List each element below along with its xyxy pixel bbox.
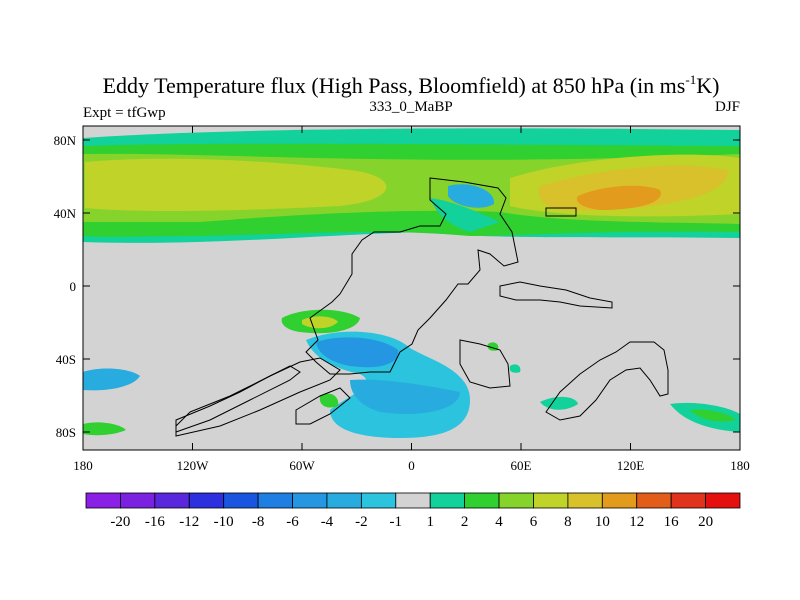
- experiment-label: Expt = tfGwp: [83, 105, 166, 121]
- colorbar-swatch: [429, 492, 466, 509]
- map-title: Eddy Temperature flux (High Pass, Bloomf…: [103, 72, 720, 98]
- lat-tick-label: 80S: [56, 425, 76, 440]
- colorbar-label: -16: [145, 514, 165, 530]
- south-west-green: [83, 422, 126, 436]
- colorbar-swatch: [636, 492, 672, 509]
- south-atlantic-band: [350, 379, 460, 414]
- asia-core: [576, 185, 661, 210]
- lat-tick-label: 0: [70, 279, 77, 294]
- colorbar-label: -4: [321, 514, 334, 530]
- colorbar-label: -12: [179, 514, 199, 530]
- latitude-axis: 80N 40N 0 40S 80S: [54, 133, 740, 440]
- coast-antarctic-2: [175, 357, 341, 437]
- colorbar-label: 4: [495, 514, 503, 530]
- season-label: DJF: [715, 99, 740, 115]
- coastlines: [175, 177, 669, 437]
- colorbar-label: 20: [698, 514, 713, 530]
- lon-tick-label: 120E: [617, 458, 645, 473]
- colorbar-swatch: [395, 492, 431, 509]
- coast-africa: [499, 281, 613, 309]
- colorbar-label: -8: [252, 514, 265, 530]
- pacific-west-blue: [83, 368, 140, 391]
- coast-antarctic-1: [175, 365, 301, 433]
- colorbar-label: -6: [286, 514, 299, 530]
- colorbar-swatch: [257, 492, 293, 509]
- colorbar-swatch: [601, 492, 638, 509]
- colorbar-label: 10: [595, 514, 610, 530]
- colorbar-swatch: [326, 492, 362, 509]
- colorbar-swatch: [154, 492, 190, 509]
- colorbar-swatch: [498, 492, 534, 509]
- colorbar-swatch: [360, 492, 397, 509]
- tiny-patch-2: [509, 364, 521, 373]
- coast-australia: [459, 339, 511, 389]
- south-small-green: [319, 393, 339, 408]
- colorbar-swatch: [533, 492, 569, 509]
- lat-tick-label: 40N: [54, 206, 77, 221]
- colorbar-label: -20: [110, 514, 130, 530]
- lat-tick-label: 80N: [54, 133, 77, 148]
- south-atlantic-deep: [316, 337, 399, 368]
- colorbar-swatch: [120, 492, 156, 509]
- colorbar-swatch: [188, 492, 225, 509]
- colorbar-label: -1: [390, 514, 403, 530]
- lon-tick-label: 60W: [289, 458, 315, 473]
- coast-south-america: [545, 341, 669, 421]
- pacific-east-core: [690, 409, 736, 422]
- colorbar-swatch: [670, 492, 706, 509]
- colorbar-label: 2: [461, 514, 469, 530]
- coast-north-fragment: [545, 207, 577, 217]
- mediterranean-cyan: [448, 184, 495, 208]
- mediterranean-green: [430, 198, 500, 232]
- lon-tick-label: 180: [73, 458, 93, 473]
- lon-tick-label: 120W: [177, 458, 210, 473]
- colorbar-swatch: [705, 492, 741, 509]
- time-label: 333_0_MaBP: [369, 99, 452, 115]
- colorbar-label: -2: [355, 514, 368, 530]
- colorbar-label: 6: [530, 514, 538, 530]
- longitude-axis: 180 120W 60W 0 60E 120E 180: [73, 126, 750, 473]
- lon-tick-label: 180: [730, 458, 750, 473]
- colorbar-label: 12: [629, 514, 644, 530]
- colorbar-label: 16: [664, 514, 680, 530]
- colorbar-swatch: [464, 492, 500, 509]
- lon-tick-label: 60E: [511, 458, 532, 473]
- atlantic-yellow: [85, 158, 387, 212]
- lat-tick-label: 40S: [56, 352, 76, 367]
- flux-field: [83, 126, 740, 450]
- colorbar-swatch: [223, 492, 259, 509]
- coast-americas: [305, 177, 519, 375]
- coast-antarctic-3: [295, 387, 351, 425]
- lon-tick-label: 0: [408, 458, 415, 473]
- colorbar: -20 -16 -12 -10 -8 -6 -4 -2 -1 1 2 4 6 8 10 12 16 20: [85, 492, 741, 530]
- colorbar-label: 1: [426, 514, 434, 530]
- colorbar-swatch: [292, 492, 328, 509]
- colorbar-swatch: [567, 492, 603, 509]
- colorbar-label: -10: [214, 514, 234, 530]
- colorbar-label: 8: [564, 514, 572, 530]
- colorbar-swatch: [85, 492, 121, 509]
